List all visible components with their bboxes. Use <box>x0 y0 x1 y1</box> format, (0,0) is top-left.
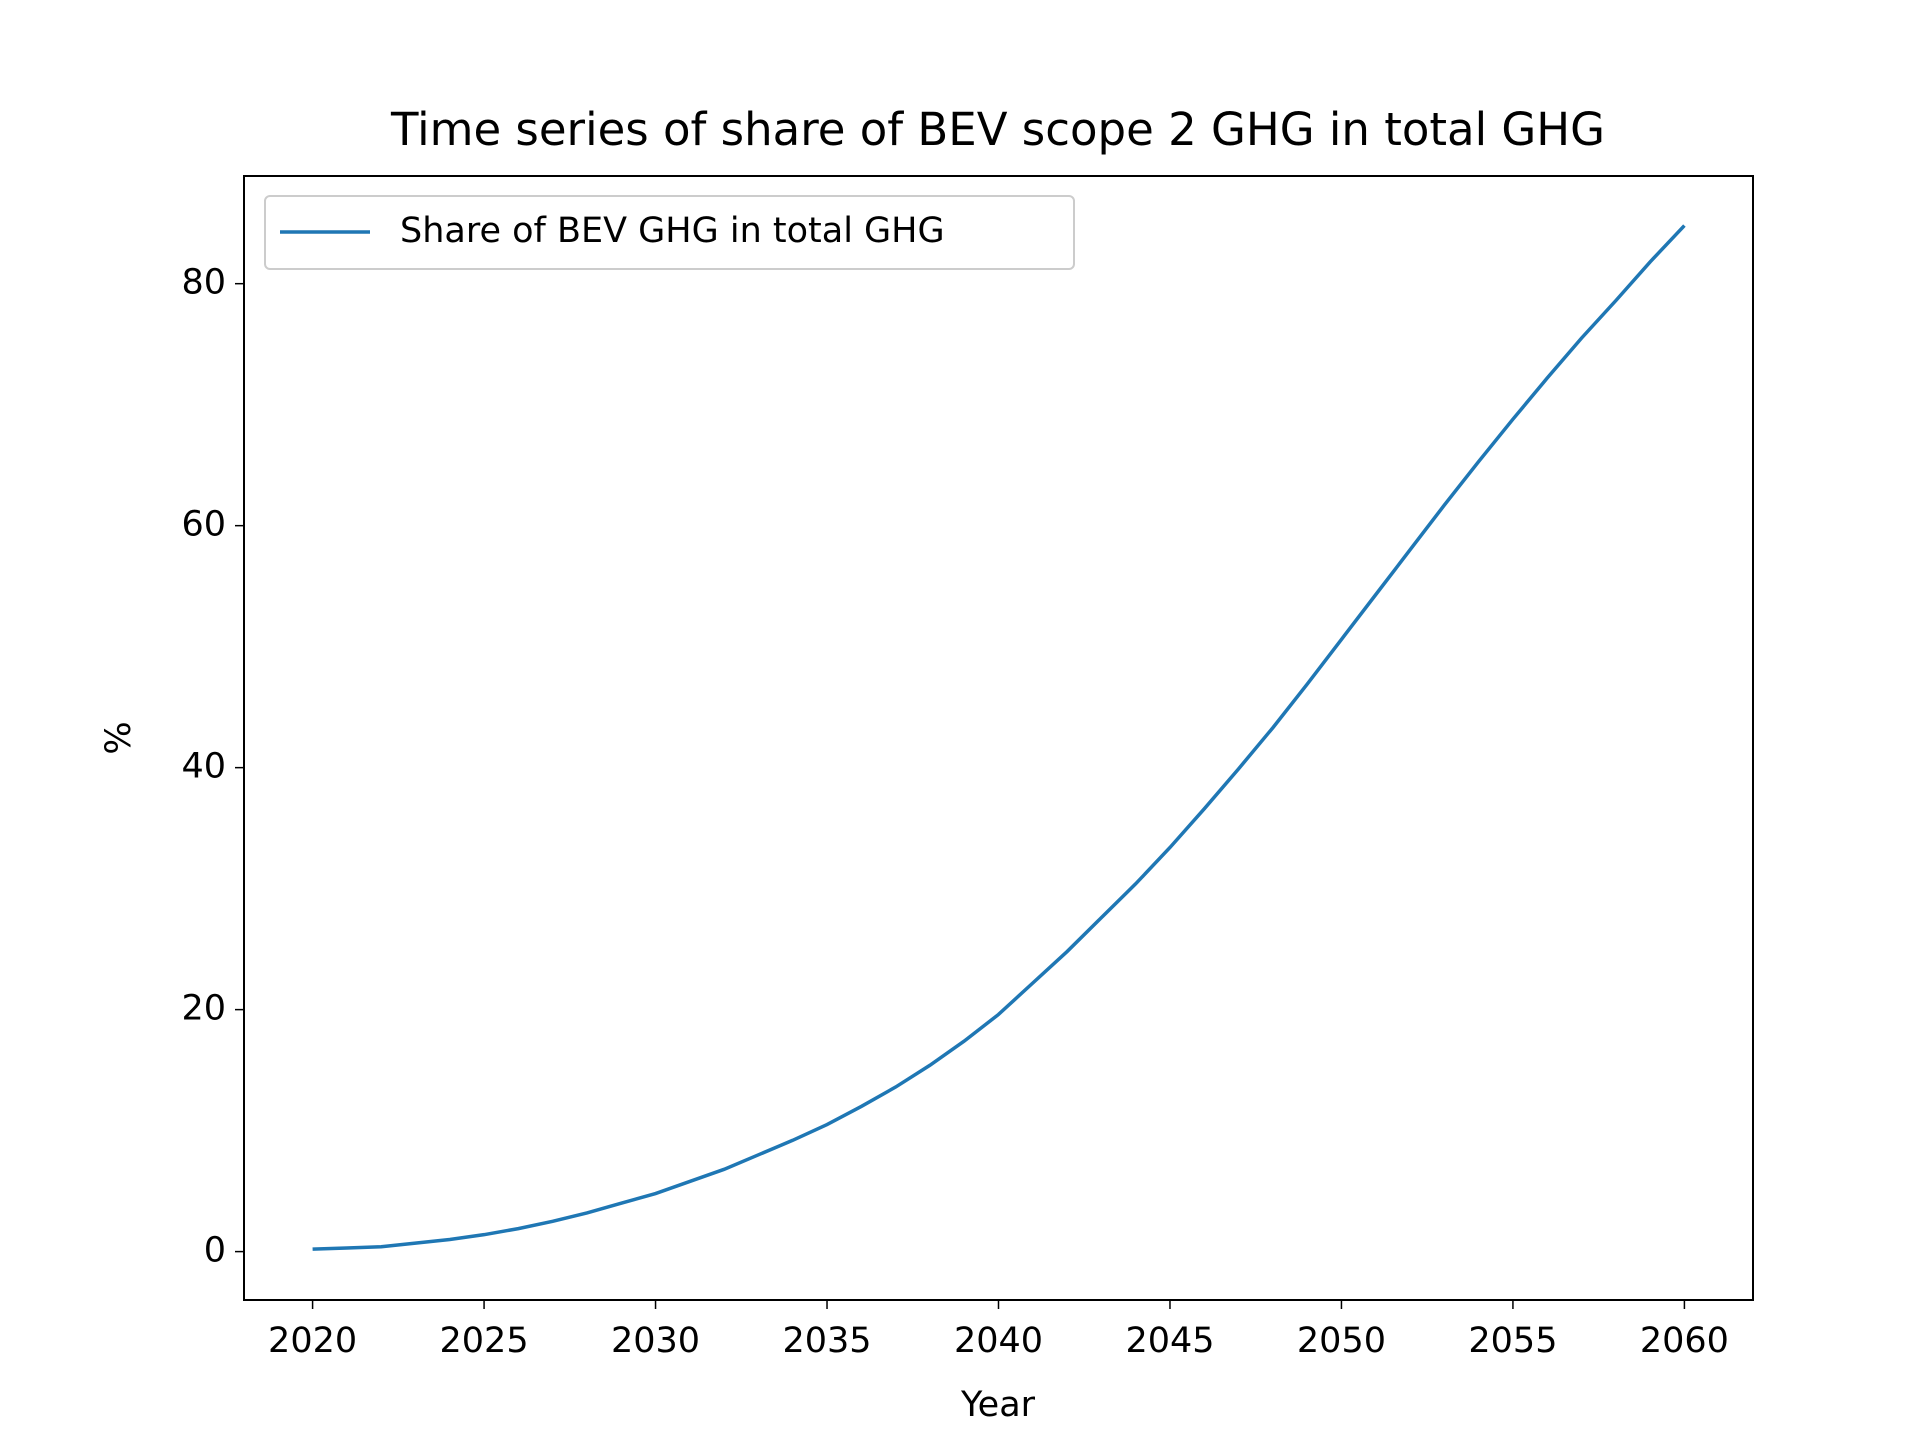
x-tick-label: 2025 <box>440 1321 529 1361</box>
x-tick-label: 2060 <box>1640 1321 1729 1361</box>
x-tick-label: 2045 <box>1125 1321 1214 1361</box>
x-tick-label: 2055 <box>1468 1321 1557 1361</box>
y-tick-label: 80 <box>181 263 226 303</box>
line-series <box>312 224 1686 1251</box>
legend-box <box>264 195 1075 270</box>
x-tick-label: 2050 <box>1297 1321 1386 1361</box>
y-tick-label: 60 <box>181 505 226 545</box>
plot-frame <box>243 175 1754 1301</box>
x-axis-label: Year <box>960 1385 1036 1425</box>
x-tick-label: 2020 <box>268 1321 357 1361</box>
x-tick-label: 2035 <box>782 1321 871 1361</box>
y-axis-label: % <box>99 721 139 754</box>
y-tick-label: 40 <box>181 747 226 787</box>
legend-label: Share of BEV GHG in total GHG <box>400 211 945 251</box>
y-tick-label: 0 <box>204 1231 226 1271</box>
x-tick-label: 2030 <box>611 1321 700 1361</box>
x-tick-label: 2040 <box>954 1321 1043 1361</box>
chart-title: Time series of share of BEV scope 2 GHG … <box>390 103 1605 156</box>
y-tick-label: 20 <box>181 989 226 1029</box>
